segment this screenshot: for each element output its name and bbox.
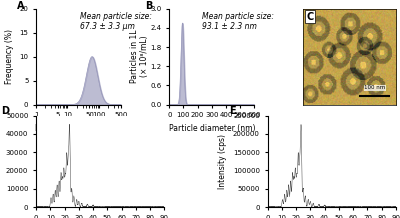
Text: B: B (146, 1, 153, 11)
Text: D: D (1, 106, 9, 116)
Text: Mean particle size:
93.1 ± 2.3 nm: Mean particle size: 93.1 ± 2.3 nm (202, 12, 274, 31)
Y-axis label: Particles in 1L
(× 10⁸/mL): Particles in 1L (× 10⁸/mL) (130, 30, 149, 83)
Y-axis label: Frequency (%): Frequency (%) (5, 29, 14, 84)
Text: E: E (229, 106, 236, 116)
Y-axis label: Intensity (cps): Intensity (cps) (218, 134, 227, 189)
Text: 100 nm: 100 nm (364, 85, 386, 90)
X-axis label: Particle diameter (μm): Particle diameter (μm) (35, 124, 122, 133)
Text: A: A (17, 1, 25, 11)
X-axis label: Particle diameter (nm): Particle diameter (nm) (168, 124, 255, 133)
Text: Mean particle size:
67.3 ± 3.3 μm: Mean particle size: 67.3 ± 3.3 μm (80, 12, 152, 31)
Text: C: C (306, 12, 314, 22)
